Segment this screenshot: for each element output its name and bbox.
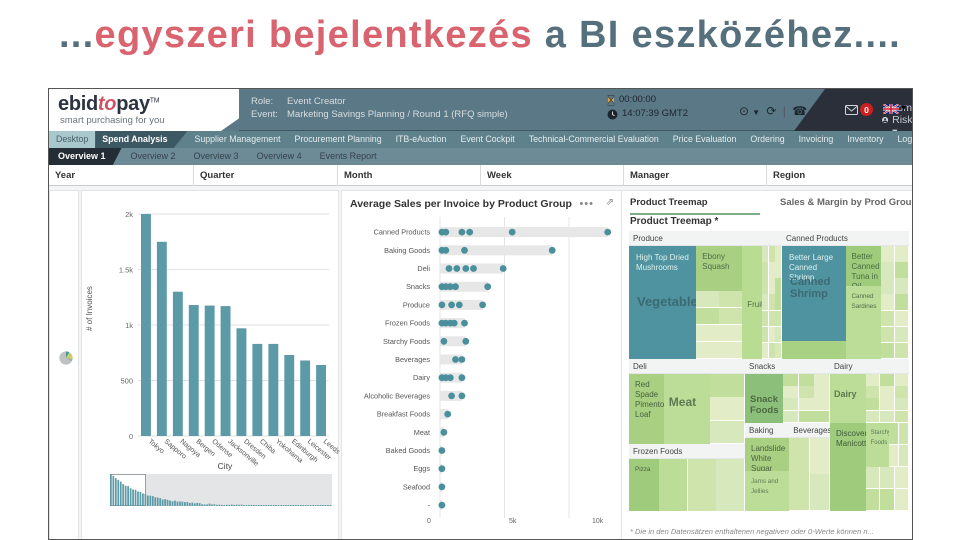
svg-text:1.5k: 1.5k [119,266,133,275]
svg-text:Deli: Deli [417,264,430,273]
svg-text:Frozen Foods: Frozen Foods [385,319,430,328]
svg-text:Tokyo: Tokyo [147,438,166,455]
svg-text:Produce: Produce [403,300,430,309]
svg-text:Breakfast Foods: Breakfast Foods [377,410,430,419]
svg-text:Canned Products: Canned Products [374,228,431,237]
svg-text:0: 0 [129,432,133,441]
svg-text:Dairy: Dairy [413,373,430,382]
svg-text:Starchy Foods: Starchy Foods [383,337,430,346]
svg-text:1k: 1k [125,321,133,330]
svg-text:2k: 2k [125,210,133,219]
svg-text:Eggs: Eggs [413,464,430,473]
svg-text:-: - [428,501,431,510]
svg-text:Beverages: Beverages [395,355,430,364]
svg-text:Baked Goods: Baked Goods [386,446,431,455]
svg-text:500: 500 [120,377,133,386]
svg-text:Alcoholic Beverages: Alcoholic Beverages [364,391,430,400]
svg-text:Meat: Meat [414,428,430,437]
svg-text:Seafood: Seafood [403,482,430,491]
svg-text:Baking Goods: Baking Goods [384,246,430,255]
svg-text:Snacks: Snacks [406,282,430,291]
